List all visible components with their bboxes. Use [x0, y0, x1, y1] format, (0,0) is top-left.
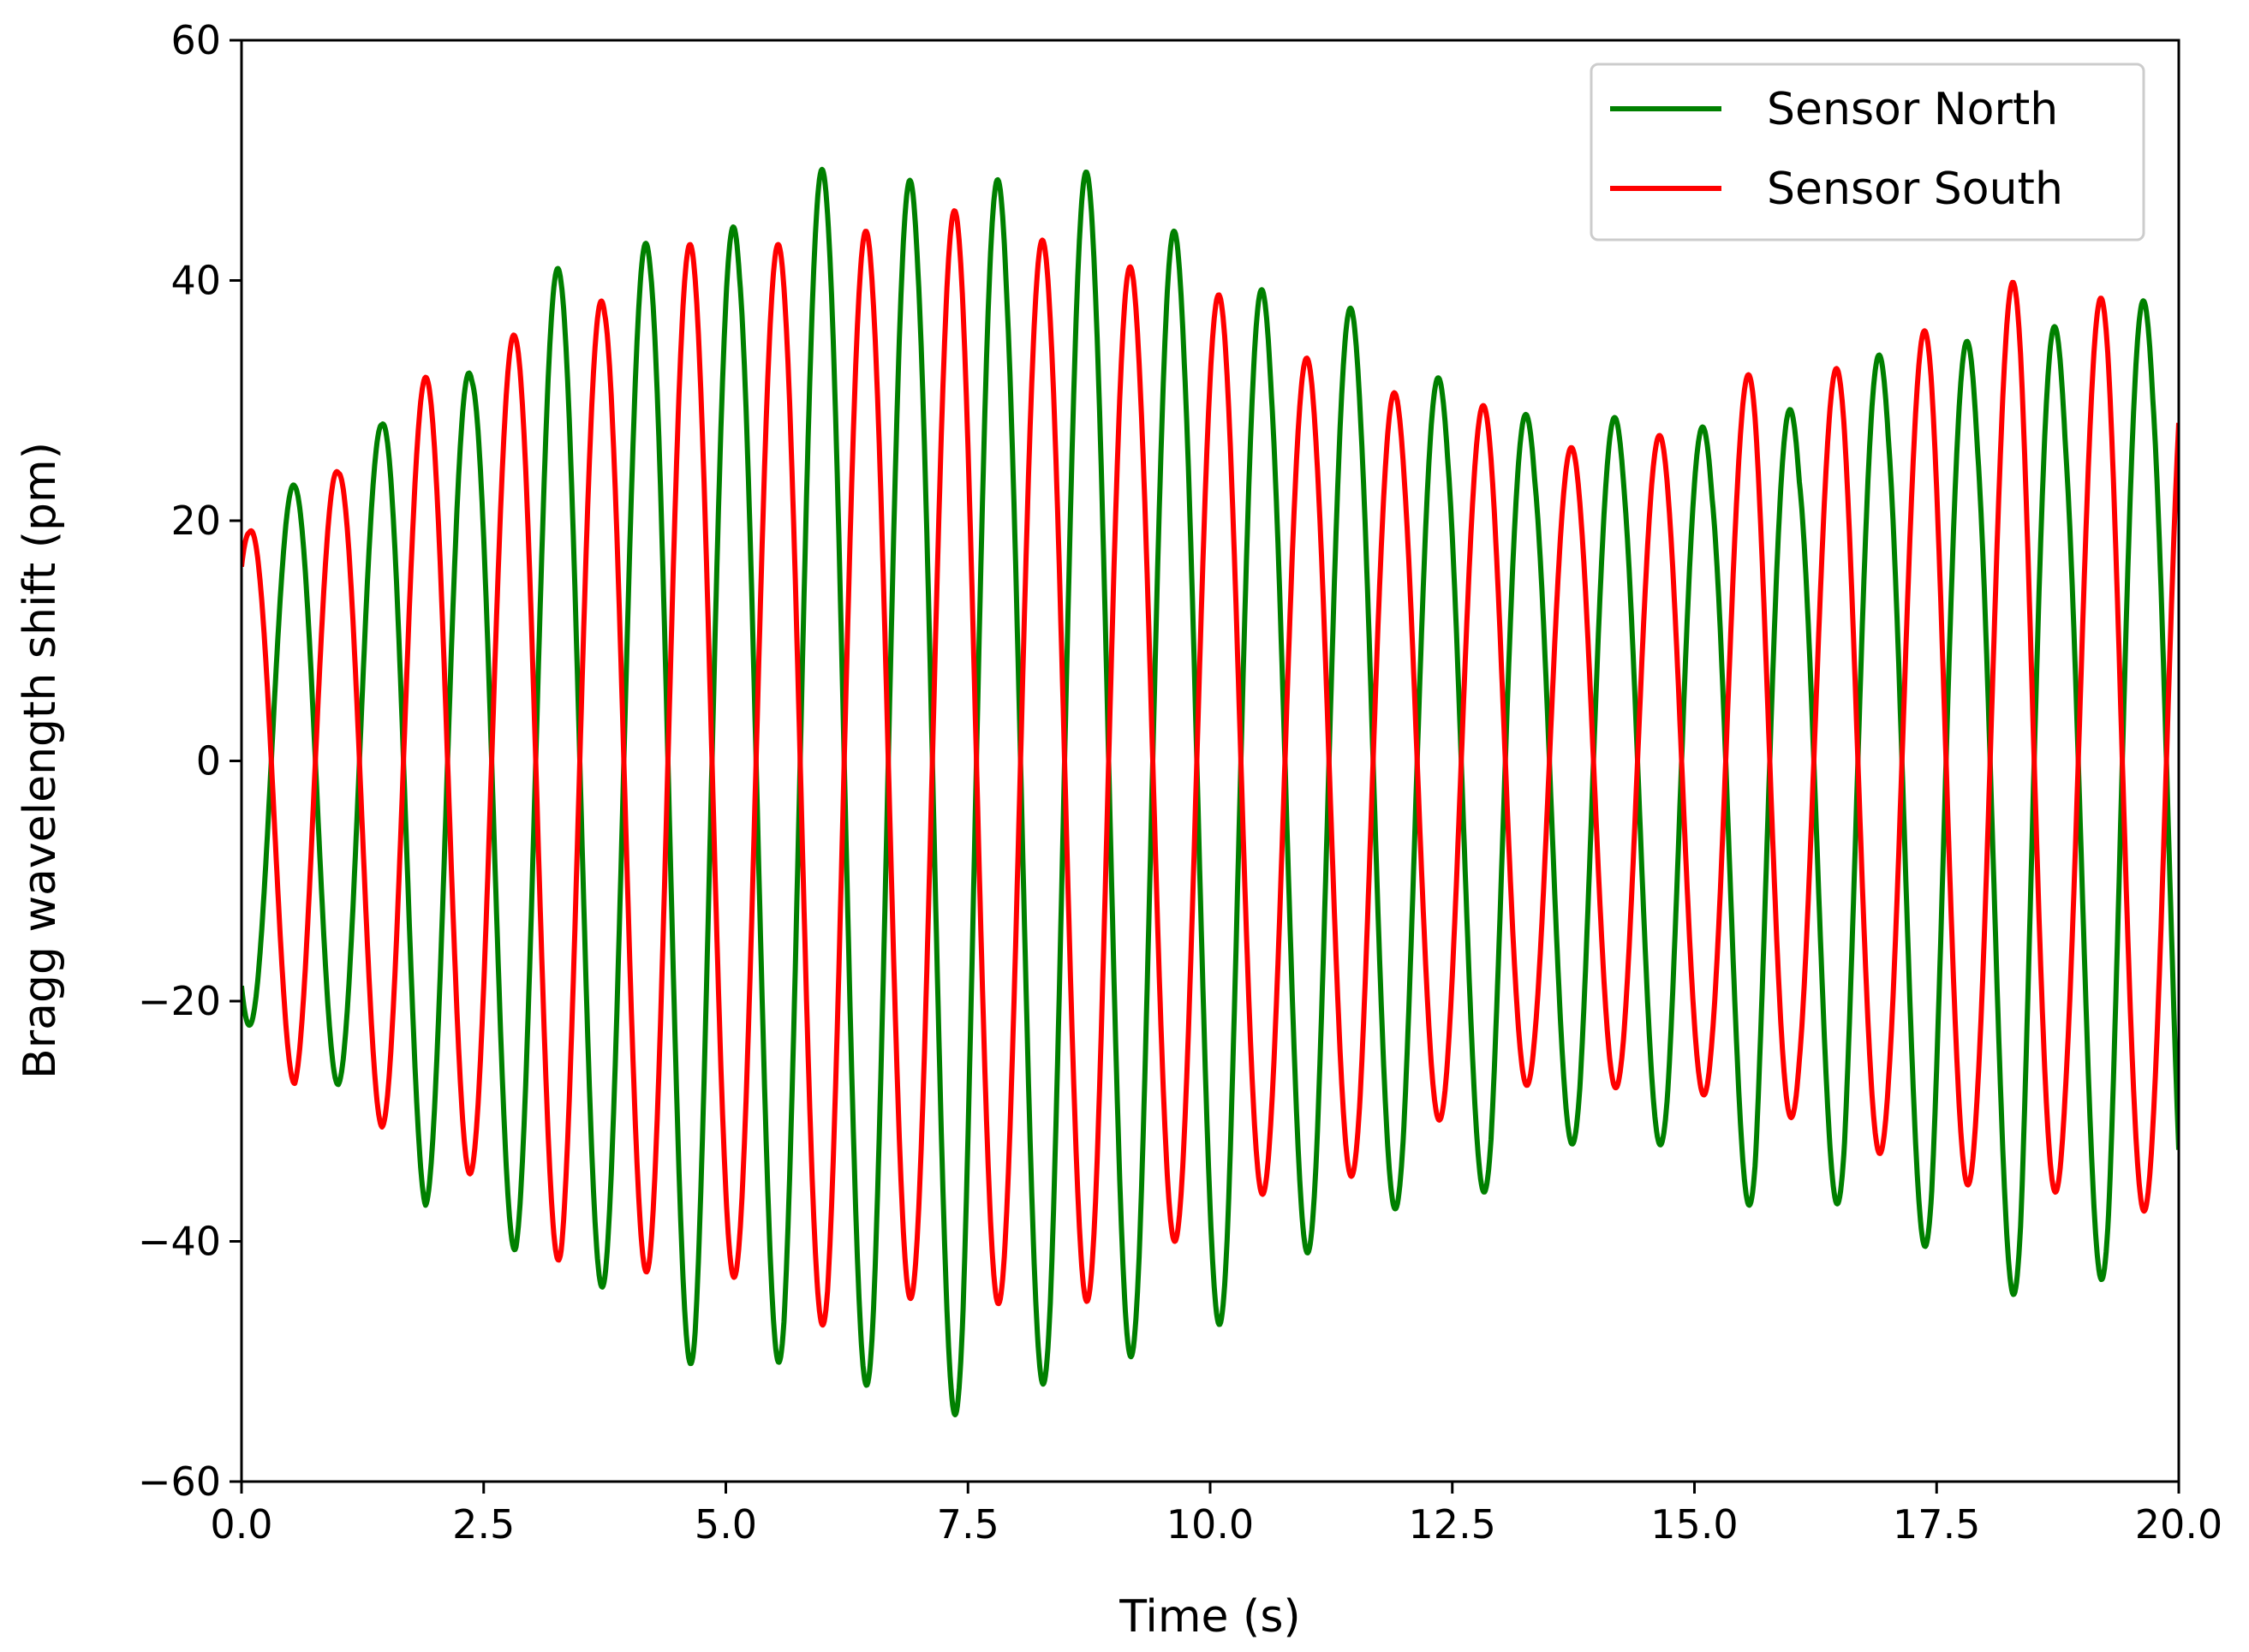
- x-tick-label: 20.0: [2135, 1501, 2222, 1548]
- legend: Sensor North Sensor South: [1590, 63, 2145, 242]
- x-tick-label: 15.0: [1650, 1501, 1738, 1548]
- y-tick-label: 0: [196, 738, 221, 784]
- y-tick-label: −60: [138, 1458, 221, 1505]
- y-tick-label: 20: [170, 498, 221, 544]
- x-tick-label: 10.0: [1166, 1501, 1254, 1548]
- x-tick-label: 17.5: [1893, 1501, 1980, 1548]
- y-axis-label: Bragg wavelength shift (pm): [15, 442, 66, 1079]
- y-tick-label: −20: [138, 978, 221, 1024]
- legend-label: Sensor South: [1767, 164, 2063, 215]
- series-layer: [242, 166, 2179, 1417]
- x-axis-label: Time (s): [1119, 1591, 1300, 1643]
- y-tick-label: −40: [138, 1219, 221, 1265]
- y-tick-label: 60: [170, 17, 221, 63]
- series-line-sensor-north: [242, 166, 2179, 1417]
- series-line-sensor-south: [242, 208, 2179, 1328]
- x-tick-label: 12.5: [1409, 1501, 1496, 1548]
- legend-box: [1590, 63, 2145, 242]
- y-axis: −60 −40 −20 0 20 40 60: [138, 17, 242, 1505]
- y-tick-label: 40: [170, 258, 221, 304]
- x-axis: 0.0 2.5 5.0 7.5 10.0 12.5 15.0 17.5 20.0: [210, 1482, 2222, 1548]
- legend-label: Sensor North: [1767, 84, 2058, 135]
- x-tick-label: 2.5: [452, 1501, 515, 1548]
- x-tick-label: 0.0: [210, 1501, 272, 1548]
- x-tick-label: 5.0: [695, 1501, 757, 1548]
- x-tick-label: 7.5: [937, 1501, 999, 1548]
